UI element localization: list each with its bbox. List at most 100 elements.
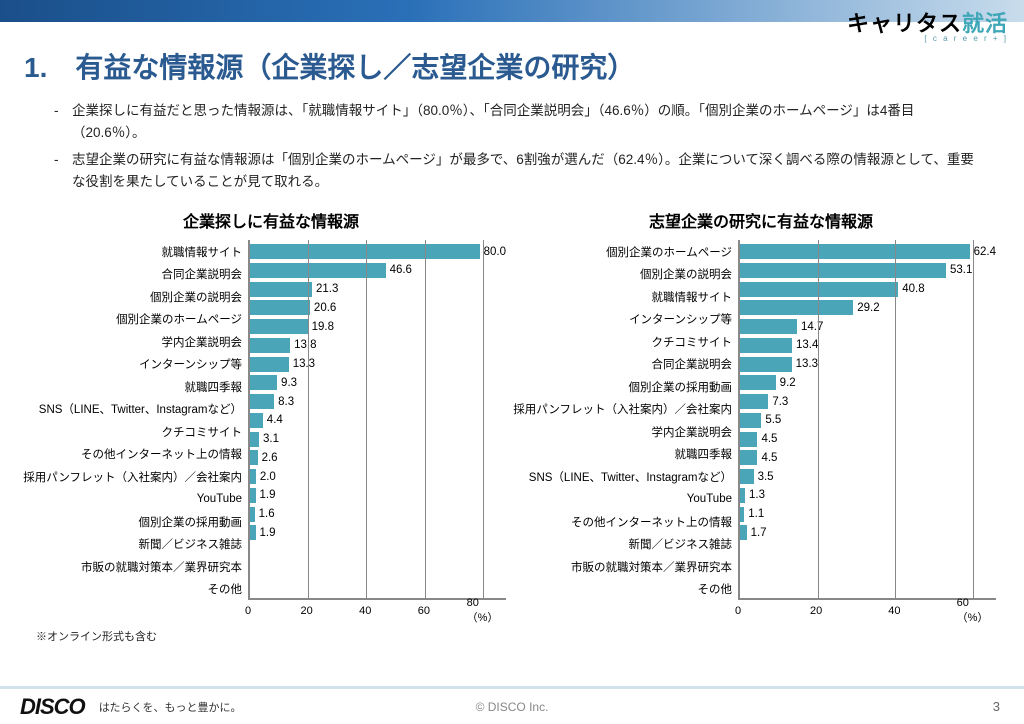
bar: 13.3	[250, 357, 506, 372]
bar-label: 合同企業説明会	[526, 353, 738, 376]
bar-label: その他	[36, 578, 248, 601]
bar-value: 53.1	[950, 264, 972, 276]
bar: 80.0	[250, 244, 506, 259]
bar: 19.8	[250, 319, 506, 334]
bar-label: 学内企業説明会	[526, 420, 738, 443]
bar: 1.3	[740, 488, 996, 503]
axis-tick: 40	[888, 605, 900, 617]
bar-label: 個別企業の説明会	[36, 285, 248, 308]
bar: 62.4	[740, 244, 996, 259]
bar-label: 市販の就職対策本／業界研究本	[36, 555, 248, 578]
footer-tagline: はたらくを、もっと豊かに。	[99, 699, 242, 715]
chart-left-plot: 就職情報サイト合同企業説明会個別企業の説明会個別企業のホームページ学内企業説明会…	[36, 240, 506, 622]
bar-label: インターンシップ等	[36, 353, 248, 376]
bar-value: 13.8	[294, 339, 316, 351]
bar-value: 13.4	[796, 339, 818, 351]
bar-value: 40.8	[902, 283, 924, 295]
bar-label: クチコミサイト	[36, 420, 248, 443]
chart-right-title: 志望企業の研究に有益な情報源	[526, 208, 996, 232]
bar-value: 3.1	[263, 433, 279, 445]
bar: 9.3	[250, 375, 506, 390]
bar-label: 合同企業説明会	[36, 263, 248, 286]
bar-label: インターンシップ等	[526, 308, 738, 331]
bar-label: クチコミサイト	[526, 330, 738, 353]
brand-accent: 就活	[962, 11, 1008, 36]
bar: 7.3	[740, 394, 996, 409]
bar-label: SNS（LINE、Twitter、Instagramなど）	[526, 465, 738, 488]
bar-value: 29.2	[857, 302, 879, 314]
chart-right-plot: 個別企業のホームページ個別企業の説明会就職情報サイトインターンシップ等クチコミサ…	[526, 240, 996, 622]
bar-label: その他インターネット上の情報	[36, 443, 248, 466]
footer: DISCO はたらくを、もっと豊かに。 © DISCO Inc. 3	[0, 686, 1024, 724]
bar-label: 学内企業説明会	[36, 330, 248, 353]
bar-label: 個別企業の説明会	[526, 263, 738, 286]
bullet-item: 企業探しに有益だと思った情報源は、「就職情報サイト」（80.0％）、「合同企業説…	[72, 100, 984, 143]
bullet-list: 企業探しに有益だと思った情報源は、「就職情報サイト」（80.0％）、「合同企業説…	[72, 100, 984, 192]
axis-tick: 20	[301, 605, 313, 617]
axis-tick: 80（%）	[467, 597, 499, 625]
chart-left-labels: 就職情報サイト合同企業説明会個別企業の説明会個別企業のホームページ学内企業説明会…	[36, 240, 248, 600]
chart-right-labels: 個別企業のホームページ個別企業の説明会就職情報サイトインターンシップ等クチコミサ…	[526, 240, 738, 600]
chart-left-bars: 80.046.621.320.619.813.813.39.38.34.43.1…	[248, 240, 506, 622]
axis-tick: 0	[245, 605, 251, 617]
bar: 1.9	[250, 525, 506, 540]
footer-copyright: © DISCO Inc.	[476, 700, 549, 714]
bar: 29.2	[740, 300, 996, 315]
bar: 3.5	[740, 469, 996, 484]
chart-right-bars: 62.453.140.829.214.713.413.39.27.35.54.5…	[738, 240, 996, 622]
bar-label: 個別企業のホームページ	[36, 308, 248, 331]
bar-label: その他インターネット上の情報	[526, 510, 738, 533]
bar-value: 4.4	[267, 414, 283, 426]
bar: 20.6	[250, 300, 506, 315]
axis-tick: 60	[418, 605, 430, 617]
brand-main: キャリタス	[847, 11, 962, 36]
bar: 8.3	[250, 394, 506, 409]
chart-left-title: 企業探しに有益な情報源	[36, 208, 506, 232]
bar-label: 採用パンフレット（入社案内）／会社案内	[36, 465, 248, 488]
bar-value: 62.4	[974, 246, 996, 258]
bar-value: 3.5	[758, 471, 774, 483]
bar-label: その他	[526, 578, 738, 601]
bar: 21.3	[250, 282, 506, 297]
axis-tick: 0	[735, 605, 741, 617]
bar-value: 1.3	[749, 489, 765, 501]
bar: 1.1	[740, 507, 996, 522]
bar-label: 個別企業のホームページ	[526, 240, 738, 263]
bar-value: 1.9	[260, 527, 276, 539]
bar-value: 1.7	[751, 527, 767, 539]
bar-label: 個別企業の採用動画	[36, 510, 248, 533]
bar-value: 2.0	[260, 471, 276, 483]
axis-tick: 40	[359, 605, 371, 617]
bar: 13.3	[740, 357, 996, 372]
bar-label: 就職四季報	[36, 375, 248, 398]
bullet-item: 志望企業の研究に有益な情報源は「個別企業のホームページ」が最多で、6割強が選んだ…	[72, 149, 984, 192]
bar-value: 1.1	[748, 508, 764, 520]
bar-value: 80.0	[484, 246, 506, 258]
bar-value: 19.8	[312, 321, 334, 333]
bar: 1.6	[250, 507, 506, 522]
bar: 5.5	[740, 413, 996, 428]
axis-tick: 60（%）	[957, 597, 989, 625]
bar-label: 新聞／ビジネス雑誌	[36, 533, 248, 556]
bar-label: 個別企業の採用動画	[526, 375, 738, 398]
footer-logo: DISCO	[20, 694, 85, 720]
bar-value: 13.3	[796, 358, 818, 370]
bar-label: YouTube	[526, 488, 738, 511]
bar-label: 新聞／ビジネス雑誌	[526, 533, 738, 556]
bar: 14.7	[740, 319, 996, 334]
bar: 1.9	[250, 488, 506, 503]
charts-container: 企業探しに有益な情報源 就職情報サイト合同企業説明会個別企業の説明会個別企業のホ…	[0, 208, 1024, 622]
bar-value: 8.3	[278, 396, 294, 408]
bar-value: 13.3	[293, 358, 315, 370]
bar: 13.8	[250, 338, 506, 353]
bar-value: 2.6	[262, 452, 278, 464]
bar-label: SNS（LINE、Twitter、Instagramなど）	[36, 398, 248, 421]
bar: 4.4	[250, 413, 506, 428]
bar-value: 7.3	[772, 396, 788, 408]
chart-left: 企業探しに有益な情報源 就職情報サイト合同企業説明会個別企業の説明会個別企業のホ…	[36, 208, 506, 622]
bar-value: 9.3	[281, 377, 297, 389]
bar: 4.5	[740, 450, 996, 465]
axis-tick: 20	[810, 605, 822, 617]
bar-value: 21.3	[316, 283, 338, 295]
bar-value: 4.5	[761, 433, 777, 445]
